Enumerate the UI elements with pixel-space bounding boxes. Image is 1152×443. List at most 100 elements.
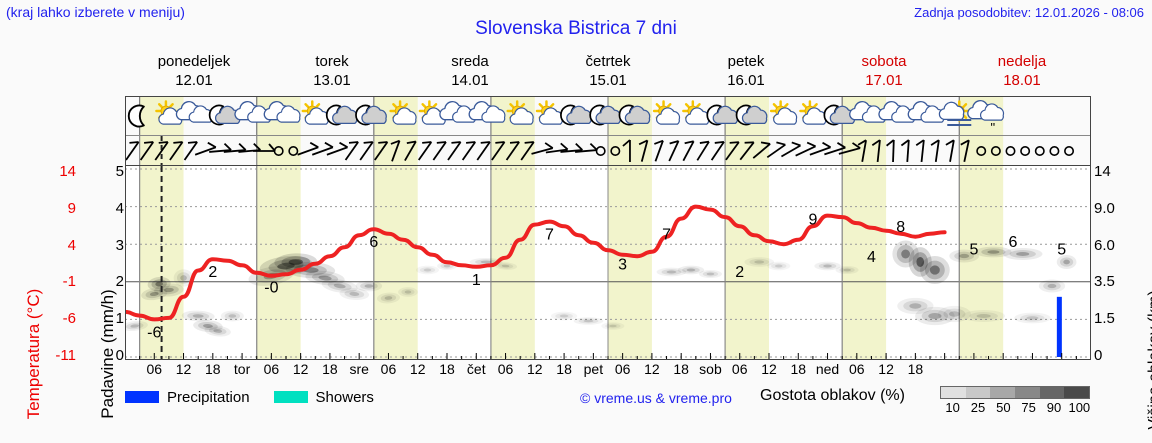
day-name: torek bbox=[315, 53, 349, 70]
cloud-height-axis-title: Višina oblakov (km) bbox=[1146, 290, 1152, 430]
temperature-annotation: 7 bbox=[545, 227, 554, 244]
axis-tick: 4 bbox=[115, 199, 124, 217]
axis-tick: -6 bbox=[62, 310, 76, 328]
axis-tick: 3.5 bbox=[1094, 273, 1115, 291]
temperature-annotation: 6 bbox=[1008, 234, 1017, 251]
temperature-line bbox=[125, 204, 947, 322]
x-tick-label: 06 bbox=[263, 361, 280, 377]
x-tick-label: 12 bbox=[878, 361, 894, 377]
x-tick-label: 06 bbox=[380, 361, 397, 377]
x-tick-label: sre bbox=[349, 361, 369, 377]
precip-legend: Precipitation Showers bbox=[125, 386, 390, 408]
x-tick-label: 12 bbox=[292, 361, 309, 377]
day-date: 15.01 bbox=[589, 72, 627, 89]
temperature-tick-labels: 14 9 4 -1 -6 -11 bbox=[34, 160, 76, 370]
x-tick-label: 18 bbox=[439, 361, 455, 377]
temperature-annotation: 3 bbox=[618, 257, 627, 274]
x-tick-label: pet bbox=[583, 361, 604, 377]
day-name: nedelja bbox=[997, 53, 1047, 70]
weather-icon-svg: " bbox=[127, 96, 1005, 135]
day-header-ponedeljek: ponedeljek 12.01 bbox=[125, 52, 263, 94]
temperature-annotation: 2 bbox=[735, 264, 744, 281]
x-tick-label: čet bbox=[466, 361, 486, 377]
axis-tick: 14 bbox=[1094, 163, 1111, 180]
day-header-nedelja: nedelja 18.01 bbox=[953, 52, 1091, 94]
axis-tick: -11 bbox=[55, 347, 76, 364]
temperature-annotation: 2 bbox=[208, 264, 217, 281]
cloud-density-swatch bbox=[1015, 387, 1040, 398]
precipitation-swatch bbox=[125, 391, 159, 403]
cloud-density-swatch bbox=[965, 387, 991, 398]
day-name: četrtek bbox=[585, 53, 631, 70]
axis-tick: 5 bbox=[115, 163, 124, 180]
x-tick-label: 18 bbox=[322, 361, 338, 377]
day-header-row: ponedeljek 12.01 torek 13.01 sreda 14.01 četrt… bbox=[125, 52, 1091, 94]
axis-tick: 9.0 bbox=[1094, 199, 1115, 217]
meteogram-svg: -6 2 -0 6 1 7 3 7 2 9 4 8 5 6 5 bbox=[125, 166, 1091, 360]
axis-tick: 0 bbox=[115, 347, 124, 364]
meteogram-plot: -6 2 -0 6 1 7 3 7 2 9 4 8 5 6 5 bbox=[125, 166, 1091, 360]
x-tick-label: 18 bbox=[790, 361, 807, 377]
cloud-density-swatch bbox=[1064, 387, 1090, 398]
cloud-density-swatch bbox=[990, 387, 1016, 398]
temperature-annotation: 9 bbox=[808, 212, 817, 229]
showers-swatch bbox=[273, 391, 308, 403]
cloud-density-field bbox=[125, 240, 1077, 337]
last-update-label: Zadnja posodobitev: 12.01.2026 - 08:06 bbox=[914, 5, 1144, 20]
cloud-density-tick: 25 bbox=[970, 400, 986, 415]
x-tick-label: 18 bbox=[556, 361, 572, 377]
day-date: 18.01 bbox=[1003, 72, 1041, 89]
precipitation-bar bbox=[1056, 296, 1062, 357]
x-axis-labels: 06 12 18 tor 06 12 18 sre 06 12 18 čet 06 12 18 pet 06 12… bbox=[125, 361, 1091, 381]
x-tick-label: 12 bbox=[644, 361, 660, 377]
day-date: 14.01 bbox=[451, 72, 489, 89]
axis-tick: 6.0 bbox=[1094, 236, 1115, 254]
precipitation-legend-label: Precipitation bbox=[167, 388, 250, 406]
day-header-sobota: sobota 17.01 bbox=[815, 52, 953, 94]
day-name: sobota bbox=[861, 53, 907, 70]
cloud-density-colorbar bbox=[940, 386, 1090, 399]
temperature-annotation: 5 bbox=[1057, 242, 1066, 259]
cloud-density-swatch bbox=[941, 387, 966, 398]
day-date: 13.01 bbox=[313, 72, 351, 89]
temperature-annotation: -6 bbox=[147, 324, 161, 341]
svg-text:": " bbox=[991, 120, 996, 135]
day-name: ponedeljek bbox=[157, 53, 231, 70]
axis-tick: 9 bbox=[67, 199, 76, 217]
wind-barb-svg bbox=[125, 136, 1075, 165]
temperature-annotation: 1 bbox=[472, 272, 481, 289]
x-tick-label: 06 bbox=[849, 361, 865, 377]
temperature-annotation: -0 bbox=[264, 279, 278, 296]
precipitation-axis-title-wrap: Padavine (mm/h) bbox=[78, 168, 117, 418]
axis-tick: 3 bbox=[115, 236, 124, 254]
page-title: Slovenska Bistrica 7 dni bbox=[475, 18, 677, 39]
precipitation-tick-labels: 5 4 3 2 1 0 bbox=[104, 160, 124, 370]
cloud-density-title: Gostota oblakov (%) bbox=[760, 387, 905, 404]
x-tick-label: ned bbox=[815, 361, 840, 377]
cloud-density-tick: 75 bbox=[1021, 400, 1036, 415]
day-header-sreda: sreda 14.01 bbox=[401, 52, 539, 94]
x-tick-label: 18 bbox=[907, 361, 924, 377]
x-tick-label: 06 bbox=[146, 361, 163, 377]
day-header-petek: petek 16.01 bbox=[677, 52, 815, 94]
cloud-density-swatch bbox=[1039, 387, 1065, 398]
axis-tick: 4 bbox=[67, 236, 76, 254]
wind-barb-band bbox=[125, 136, 1091, 166]
credit-link[interactable]: © vreme.us & vreme.pro bbox=[580, 390, 732, 406]
axis-tick: 0 bbox=[1094, 347, 1103, 364]
x-tick-label: 06 bbox=[497, 361, 514, 377]
day-header-torek: torek 13.01 bbox=[263, 52, 401, 94]
x-tick-label: 12 bbox=[527, 361, 543, 377]
cloud-density-tick: 100 bbox=[1068, 400, 1091, 415]
day-date: 16.01 bbox=[727, 72, 765, 89]
day-header-četrtek: četrtek 15.01 bbox=[539, 52, 677, 94]
showers-legend-label: Showers bbox=[315, 388, 374, 406]
x-tick-label: tor bbox=[233, 361, 251, 377]
axis-tick: 14 bbox=[59, 163, 76, 180]
location-menu-note[interactable]: (kraj lahko izberete v meniju) bbox=[6, 4, 185, 20]
x-tick-label: 12 bbox=[409, 361, 426, 377]
x-tick-label: 18 bbox=[205, 361, 221, 377]
temperature-annotation: 5 bbox=[969, 242, 978, 259]
temperature-axis-title-wrap: Temperatura (°C) bbox=[4, 168, 43, 420]
x-tick-label: sob bbox=[699, 361, 722, 377]
